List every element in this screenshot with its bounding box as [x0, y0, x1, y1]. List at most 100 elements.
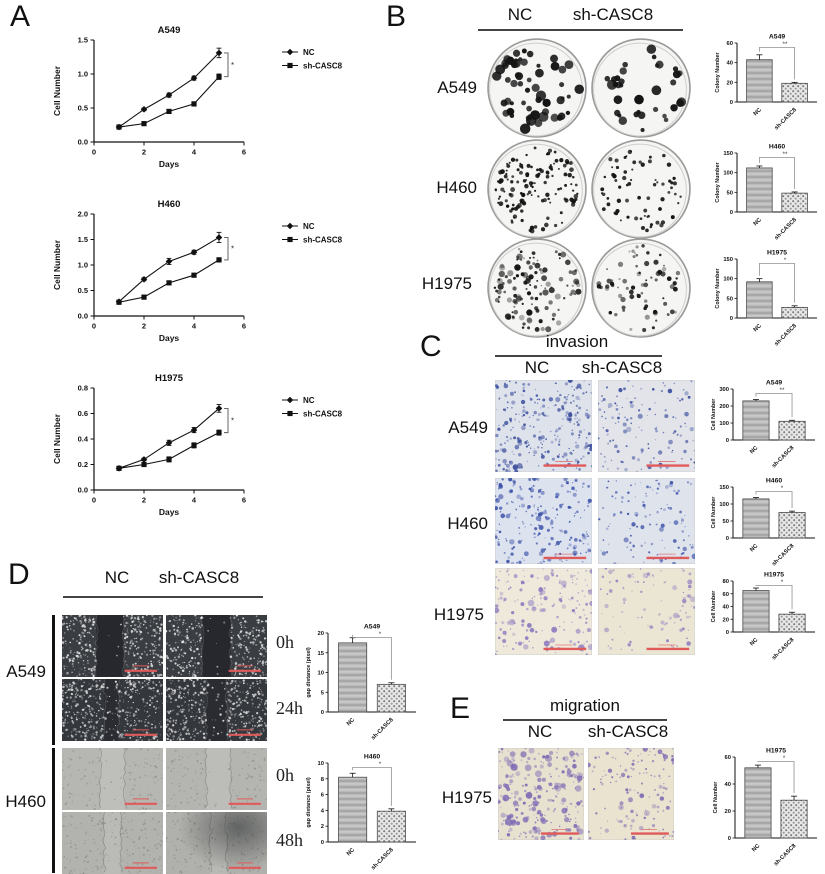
svg-text:80: 80: [723, 579, 729, 585]
colony-dish-image-h460-nc: [486, 138, 588, 240]
svg-text:6: 6: [242, 496, 246, 505]
svg-text:10: 10: [318, 761, 324, 767]
svg-text:200: 200: [719, 404, 729, 410]
svg-text:60: 60: [725, 755, 731, 761]
svg-text:NC: NC: [346, 717, 357, 728]
svg-text:H460: H460: [158, 199, 181, 210]
svg-text:sh-CASC8: sh-CASC8: [771, 445, 796, 470]
growth-curve-chart-h460: H460 0.0 0.5 1.0 1.5 2.0 0 2 4 6 Days Cell Number * N…: [48, 196, 378, 360]
invasion-row-label-h1975: H1975: [433, 605, 484, 624]
svg-text:Colony Number: Colony Number: [715, 162, 721, 203]
svg-text:*: *: [781, 579, 784, 586]
migration-header-nc: NC: [527, 722, 553, 741]
panel-c-label: C: [420, 330, 442, 363]
svg-text:40: 40: [723, 605, 729, 611]
panel-e-label: E: [450, 692, 471, 725]
svg-text:*: *: [231, 61, 234, 70]
svg-text:0.0: 0.0: [78, 138, 88, 147]
migration-header-sh-casc8: sh-CASC8: [587, 722, 669, 741]
svg-text:0: 0: [730, 316, 733, 322]
wound-image-a549-0h-sh: [166, 615, 267, 677]
svg-text:6: 6: [242, 322, 246, 331]
svg-text:*: *: [784, 257, 787, 264]
svg-text:sh-CASC8: sh-CASC8: [303, 410, 343, 419]
svg-text:0: 0: [92, 322, 96, 331]
svg-text:sh-CASC8: sh-CASC8: [773, 843, 798, 868]
svg-text:300: 300: [719, 387, 729, 393]
svg-text:A549: A549: [766, 380, 782, 387]
migration-title: migration: [550, 696, 620, 715]
colony-row-label-h460: H460: [436, 178, 477, 197]
svg-text:0.6: 0.6: [78, 409, 88, 418]
wound-image-a549-24h-nc: [62, 679, 163, 741]
svg-text:100: 100: [719, 502, 729, 508]
wound-image-a549-0h-nc: [62, 615, 163, 677]
svg-text:6: 6: [242, 148, 246, 157]
svg-text:10: 10: [318, 671, 324, 677]
svg-text:H1975: H1975: [155, 373, 184, 384]
svg-text:4: 4: [192, 148, 197, 157]
svg-text:NC: NC: [749, 637, 760, 648]
svg-text:*: *: [231, 245, 234, 254]
svg-text:0: 0: [92, 496, 96, 505]
colony-dish-image-a549-nc: [486, 37, 588, 139]
svg-text:NC: NC: [749, 543, 760, 554]
svg-text:0: 0: [728, 836, 731, 842]
svg-text:NC: NC: [346, 847, 357, 858]
svg-text:sh-CASC8: sh-CASC8: [774, 217, 799, 242]
svg-text:NC: NC: [753, 323, 764, 334]
invasion-bar-chart-a549: A549 0 100 200 300 Cell Number NC sh-CASC8 **: [708, 376, 822, 472]
time-label-h460-48h: 48h: [276, 830, 303, 850]
svg-text:NC: NC: [303, 222, 315, 231]
svg-text:Days: Days: [159, 507, 180, 517]
svg-text:gap distance (pixel): gap distance (pixel): [306, 777, 312, 828]
svg-text:150: 150: [723, 151, 733, 157]
svg-text:NC: NC: [303, 48, 315, 57]
svg-text:*: *: [231, 417, 234, 426]
svg-text:1.0: 1.0: [78, 261, 88, 270]
invasion-bar-chart-h1975: H1975 0 20 40 60 80 Cell Number NC sh-CASC8 *: [708, 568, 822, 664]
svg-text:2: 2: [142, 322, 146, 331]
svg-text:NC: NC: [751, 843, 762, 854]
colony-dish-image-a549-sh: [590, 37, 692, 139]
svg-text:4: 4: [321, 808, 325, 814]
svg-text:100: 100: [723, 171, 733, 177]
svg-text:100: 100: [723, 277, 733, 283]
svg-text:sh-CASC8: sh-CASC8: [370, 847, 395, 872]
svg-text:0.0: 0.0: [78, 312, 88, 321]
svg-text:0: 0: [321, 710, 324, 716]
svg-text:0.8: 0.8: [78, 384, 88, 393]
invasion-title: invasion: [545, 332, 609, 351]
svg-text:H460: H460: [364, 754, 380, 761]
growth-curve-chart-h1975: H1975 0.0 0.2 0.4 0.6 0.8 0 2 4 6 Days Cell Number *…: [48, 370, 378, 534]
svg-text:**: **: [782, 41, 788, 48]
svg-text:0: 0: [92, 148, 96, 157]
svg-text:0: 0: [321, 840, 324, 846]
svg-text:6: 6: [321, 793, 325, 799]
svg-text:150: 150: [723, 257, 733, 263]
svg-text:4: 4: [192, 322, 197, 331]
wound-header-sh-casc8: sh-CASC8: [158, 568, 240, 587]
svg-text:*: *: [783, 755, 786, 762]
svg-text:A549: A549: [158, 25, 181, 36]
colony-header-nc: NC: [507, 5, 533, 24]
svg-text:sh-CASC8: sh-CASC8: [771, 543, 796, 568]
wound-row-label-a549: A549: [6, 662, 46, 681]
svg-text:150: 150: [719, 485, 729, 491]
svg-text:Cell Number: Cell Number: [711, 398, 717, 431]
svg-text:Cell Number: Cell Number: [52, 239, 62, 290]
time-label-h460-0h: 0h: [276, 765, 294, 785]
time-label-a549-24h: 24h: [276, 698, 303, 718]
svg-text:20: 20: [723, 617, 729, 623]
svg-text:0.5: 0.5: [78, 104, 88, 113]
panel-d-label: D: [8, 558, 30, 591]
svg-text:0.5: 0.5: [78, 286, 88, 295]
growth-curve-chart-a549: A549 0.0 0.5 1.0 1.5 0 2 4 6 Days Cell Number * NC sh…: [48, 22, 378, 186]
svg-text:20: 20: [318, 631, 324, 637]
svg-text:50: 50: [727, 296, 733, 302]
wound-row-bracket-h460: [52, 748, 55, 873]
svg-text:Days: Days: [159, 333, 180, 343]
invasion-image-h460-sh: [598, 478, 695, 564]
svg-text:H460: H460: [769, 144, 785, 151]
svg-text:gap distance (pixel): gap distance (pixel): [306, 647, 312, 698]
